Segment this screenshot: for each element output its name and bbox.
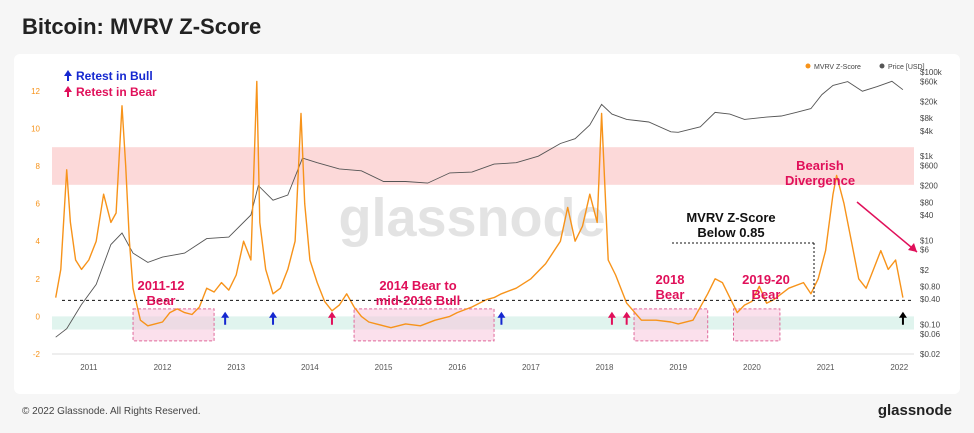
label-bear-2018: Bear xyxy=(656,287,685,302)
x-tick-label: 2011 xyxy=(80,363,98,372)
x-tick-label: 2015 xyxy=(375,363,393,372)
x-tick-label: 2014 xyxy=(301,363,319,372)
y-right-tick-label: $100k xyxy=(920,68,943,77)
arrow-head xyxy=(622,311,631,318)
label-bearish-divergence: Divergence xyxy=(785,173,855,188)
y-right-tick-label: $40 xyxy=(920,211,934,220)
legend-zscore-label: MVRV Z-Score xyxy=(814,64,861,71)
y-right-tick-label: $10 xyxy=(920,236,934,245)
legend-retest-bear: Retest in Bear xyxy=(76,85,157,99)
y-right-tick-label: $0.10 xyxy=(920,321,941,330)
y-right-tick-label: $200 xyxy=(920,182,938,191)
y-left-tick-label: -2 xyxy=(33,350,41,359)
y-right-tick-label: $0.02 xyxy=(920,350,941,359)
y-right-tick-label: $600 xyxy=(920,162,938,171)
y-right-tick-label: $80 xyxy=(920,198,934,207)
y-right-tick-label: $0.40 xyxy=(920,295,941,304)
divergence-arrow-line xyxy=(856,201,918,253)
label-bear-2019: 2019-20 xyxy=(742,272,790,287)
bear-region xyxy=(633,308,709,342)
page-title: Bitcoin: MVRV Z-Score xyxy=(22,14,262,39)
y-left-tick-label: 4 xyxy=(36,237,41,246)
y-left-tick-label: 6 xyxy=(36,200,41,209)
y-right-tick-label: $0.06 xyxy=(920,330,941,339)
overvalued-band xyxy=(52,147,914,185)
legend-bear-arrow xyxy=(64,86,72,92)
x-tick-label: 2018 xyxy=(596,363,614,372)
x-tick-label: 2013 xyxy=(227,363,245,372)
x-tick-label: 2016 xyxy=(448,363,466,372)
y-right-tick-label: $6 xyxy=(920,246,929,255)
chart-card: glassnode 2011 2012 2013 2014 2015 2016 2017 20… xyxy=(14,54,960,394)
legend-retest-bull: Retest in Bull xyxy=(76,69,153,83)
bear-region xyxy=(732,308,781,342)
y-left-tick-label: 8 xyxy=(36,162,41,171)
y-left-tick-label: 0 xyxy=(36,312,41,321)
y-right-tick-label: $1k xyxy=(920,152,934,161)
label-bear-2011: Bear xyxy=(147,293,176,308)
arrow-head xyxy=(327,311,336,318)
y-right-tick-label: $4k xyxy=(920,127,934,136)
x-tick-label: 2017 xyxy=(522,363,540,372)
x-tick-label: 2019 xyxy=(669,363,687,372)
label-below-threshold: MVRV Z-Score xyxy=(686,210,775,225)
x-tick-label: 2012 xyxy=(154,363,172,372)
divergence-arrow-head xyxy=(908,243,917,252)
bear-region xyxy=(132,308,215,342)
y-left-tick-label: 2 xyxy=(36,275,41,284)
arrow-head xyxy=(221,311,230,318)
legend-price-label: Price [USD] xyxy=(888,64,925,71)
y-right-tick-label: $8k xyxy=(920,114,934,123)
x-tick-label: 2020 xyxy=(743,363,761,372)
label-bear-2018: 2018 xyxy=(656,272,685,287)
y-right-tick-label: $60k xyxy=(920,77,938,86)
legend-zscore-dot xyxy=(805,63,811,69)
brand-logo: glassnode xyxy=(877,402,952,419)
arrow-head xyxy=(269,311,278,318)
arrow-head xyxy=(497,311,506,318)
label-bear-2011: 2011-12 xyxy=(138,278,185,293)
y-left-tick-label: 12 xyxy=(31,87,40,96)
y-left-tick-label: 10 xyxy=(31,124,40,133)
label-below-threshold: Below 0.85 xyxy=(697,225,764,240)
arrow-head xyxy=(607,311,616,318)
mvrv-chart: glassnode 2011 2012 2013 2014 2015 2016 2017 20… xyxy=(31,63,943,372)
x-tick-label: 2021 xyxy=(817,363,835,372)
y-right-tick-label: $20k xyxy=(920,97,938,106)
mvrv-zscore-line xyxy=(55,80,904,329)
label-bear-2014: 2014 Bear to xyxy=(379,278,456,293)
arrow-head xyxy=(898,311,907,318)
legend-bull-arrow xyxy=(64,70,72,76)
copyright: © 2022 Glassnode. All Rights Reserved. xyxy=(22,406,201,417)
price-line xyxy=(55,80,904,338)
y-right-tick-label: $2 xyxy=(920,266,929,275)
y-right-tick-label: $0.80 xyxy=(920,283,941,292)
label-bearish-divergence: Bearish xyxy=(796,158,844,173)
x-tick-label: 2022 xyxy=(890,363,908,372)
legend-price-dot xyxy=(879,63,885,69)
label-bear-2019: Bear xyxy=(752,287,781,302)
label-bear-2014: mid-2016 Bull xyxy=(376,293,461,308)
